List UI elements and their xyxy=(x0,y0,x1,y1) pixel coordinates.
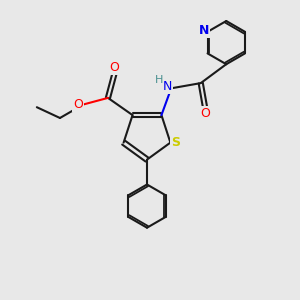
Text: O: O xyxy=(110,61,119,74)
Text: N: N xyxy=(163,80,172,93)
Text: N: N xyxy=(199,24,209,37)
Text: H: H xyxy=(154,75,163,85)
Text: S: S xyxy=(171,136,180,149)
Text: O: O xyxy=(73,98,83,111)
Text: O: O xyxy=(200,107,210,120)
